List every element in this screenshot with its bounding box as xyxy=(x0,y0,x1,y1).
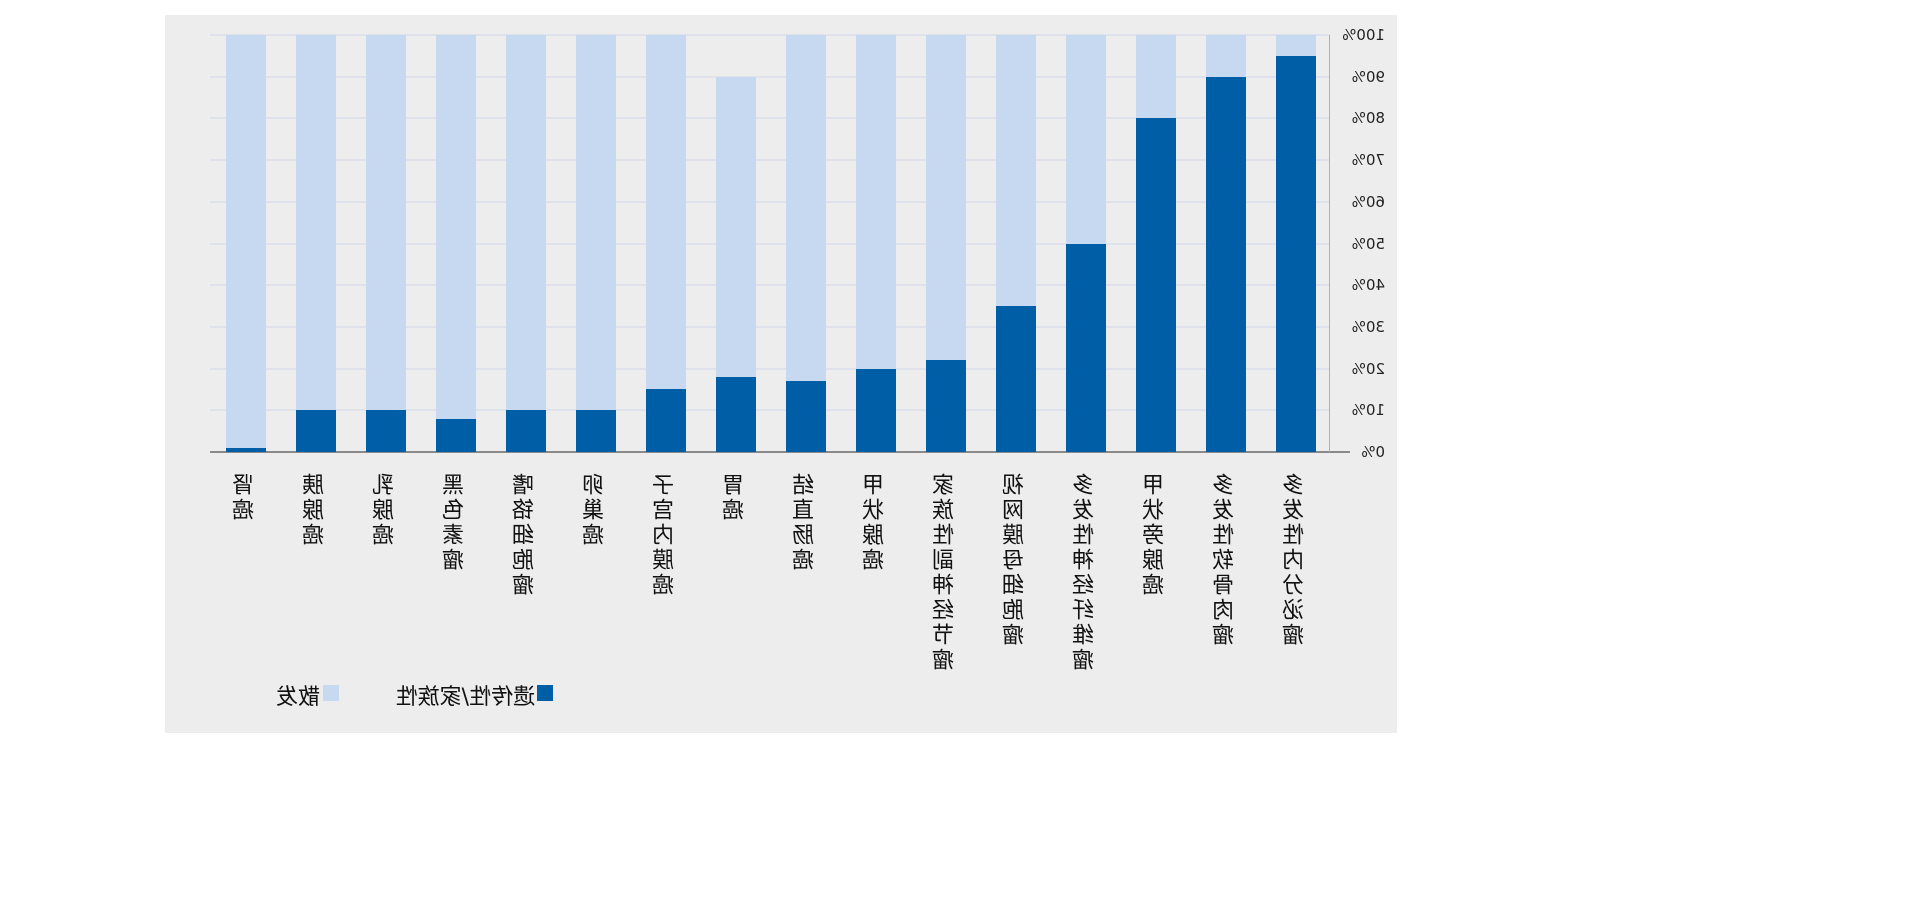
bar-sporadic xyxy=(366,35,406,411)
bar-sporadic xyxy=(436,35,476,419)
chart-panel: 0% 10% 20% 30% 40% 50% 60% 70% 80% 90% 100% 肾癌 胰腺癌 乳腺… xyxy=(165,15,1397,733)
legend-label-hereditary: 遗传性/家族性 xyxy=(395,685,535,710)
y-axis-line xyxy=(1329,35,1330,452)
bar-hereditary xyxy=(716,376,756,452)
y-tick-label: 90% xyxy=(1351,67,1385,86)
x-tick-label: 多发性神经纤维瘤 xyxy=(1073,473,1098,673)
bar-sporadic xyxy=(926,35,966,361)
bar-hereditary xyxy=(436,418,476,452)
bar-sporadic xyxy=(576,35,616,411)
bar-hereditary xyxy=(646,389,686,452)
x-tick-label: 黑色素瘤 xyxy=(443,473,468,573)
bar-hereditary xyxy=(296,410,336,452)
x-tick-label: 嗜铬细胞瘤 xyxy=(513,473,538,598)
legend-swatch-sporadic xyxy=(323,685,339,701)
x-tick-label: 肾癌 xyxy=(233,473,258,523)
bar-sporadic xyxy=(716,76,756,377)
bar-sporadic xyxy=(786,35,826,382)
bar-hereditary xyxy=(786,381,826,452)
legend-swatch-hereditary xyxy=(537,685,553,701)
bar-hereditary xyxy=(1136,118,1176,452)
bar-sporadic xyxy=(646,35,686,390)
bar-sporadic xyxy=(506,35,546,411)
y-tick-label: 100% xyxy=(1342,26,1385,44)
bar-hereditary xyxy=(1276,55,1316,452)
y-tick-label: 70% xyxy=(1351,151,1385,170)
y-tick-label: 60% xyxy=(1351,192,1385,211)
x-tick-label: 多发性软骨肉瘤 xyxy=(1213,473,1238,648)
bar-hereditary xyxy=(226,447,266,452)
bar-sporadic xyxy=(1066,35,1106,244)
x-tick-label: 结直肠癌 xyxy=(793,473,818,573)
bar-hereditary xyxy=(856,368,896,452)
legend-label-sporadic: 散发 xyxy=(275,685,320,710)
x-tick-label: 乳腺癌 xyxy=(373,473,398,548)
bar-hereditary xyxy=(926,360,966,452)
x-tick-label: 甲状腺癌 xyxy=(863,473,888,573)
bar-hereditary xyxy=(996,306,1036,452)
y-tick-label: 10% xyxy=(1351,401,1385,420)
bar-hereditary xyxy=(576,410,616,452)
y-tick-label: 30% xyxy=(1351,317,1385,336)
y-tick-label: 0% xyxy=(1361,443,1385,461)
bar-hereditary xyxy=(1066,243,1106,452)
bar-hereditary xyxy=(1206,76,1246,452)
y-tick-label: 80% xyxy=(1351,109,1385,128)
y-tick-label: 50% xyxy=(1351,234,1385,253)
x-tick-label: 胃癌 xyxy=(723,473,748,523)
bar-sporadic xyxy=(226,35,266,448)
bar-sporadic xyxy=(1206,35,1246,77)
y-tick-label: 40% xyxy=(1351,276,1385,295)
x-tick-label: 家族性副神经节瘤 xyxy=(933,473,958,673)
bar-hereditary xyxy=(506,410,546,452)
x-tick-label: 子宫内膜癌 xyxy=(653,473,678,598)
x-tick-label: 卵巢癌 xyxy=(583,473,608,548)
x-tick-label: 甲状旁腺癌 xyxy=(1143,473,1168,598)
x-tick-label: 视网膜母细胞瘤 xyxy=(1003,473,1028,648)
bar-sporadic xyxy=(296,35,336,411)
bar-hereditary xyxy=(366,410,406,452)
bar-sporadic xyxy=(1136,35,1176,119)
bar-sporadic xyxy=(996,35,1036,307)
bar-sporadic xyxy=(1276,35,1316,56)
x-tick-label: 多发性内分泌瘤 xyxy=(1283,473,1308,648)
bar-sporadic xyxy=(856,35,896,369)
x-tick-label: 胰腺癌 xyxy=(303,473,328,548)
y-tick-label: 20% xyxy=(1351,359,1385,378)
